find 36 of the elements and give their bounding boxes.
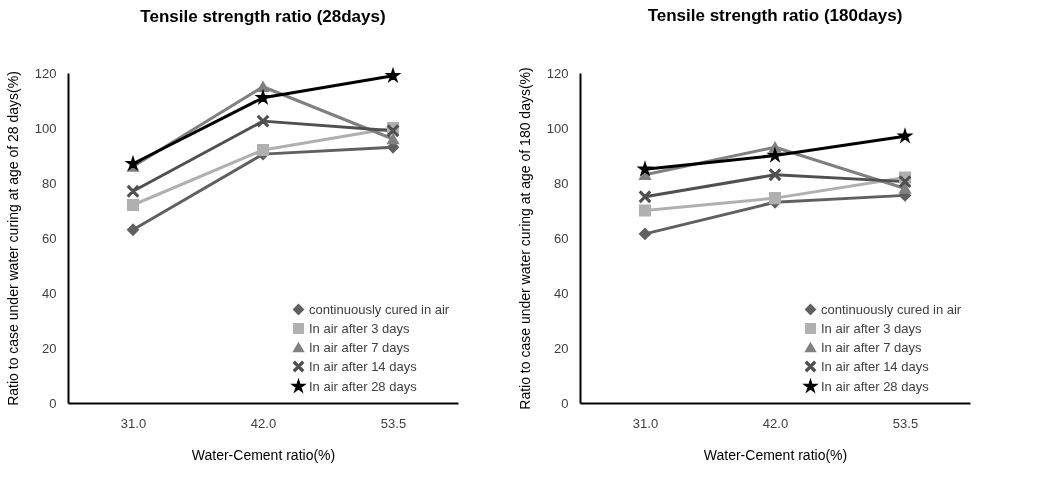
legend-label: In air after 28 days (309, 378, 418, 394)
y-tick-label: 60 (554, 230, 569, 246)
x-tick-label: 42.0 (250, 415, 277, 431)
y-tick-label: 20 (42, 340, 57, 356)
y-tick-label: 80 (42, 175, 57, 191)
y-tick-label: 100 (546, 120, 569, 136)
y-tick-label: 80 (554, 175, 569, 191)
y-tick-label: 120 (546, 65, 569, 81)
y-axis-title: Ratio to case under water curing at age of 28 days(%) (4, 71, 21, 406)
x-tick-label: 42.0 (762, 415, 789, 431)
chart-title: Tensile strength ratio (180days) (647, 5, 903, 25)
x-axis-title: Water-Cement ratio(%) (703, 446, 848, 463)
legend-label: continuously cured in air (309, 301, 450, 317)
legend-label: In air after 28 days (821, 378, 930, 394)
y-tick-label: 60 (42, 230, 57, 246)
chart-title: Tensile strength ratio (28days) (140, 7, 386, 27)
y-tick-label: 40 (554, 285, 569, 301)
y-tick-label: 0 (49, 395, 57, 411)
y-axis-title: Ratio to case under water curing at age of 180 days(%) (516, 67, 533, 410)
x-tick-label: 31.0 (632, 415, 659, 431)
x-tick-label: 53.5 (380, 415, 407, 431)
legend-label: In air after 14 days (821, 358, 930, 374)
legend-label: In air after 14 days (309, 358, 418, 374)
legend-label: continuously cured in air (821, 301, 962, 317)
y-tick-label: 20 (554, 340, 569, 356)
x-tick-label: 53.5 (892, 415, 919, 431)
y-tick-label: 40 (42, 285, 57, 301)
x-tick-label: 31.0 (120, 415, 147, 431)
legend-label: In air after 7 days (821, 339, 922, 355)
legend-label: In air after 7 days (309, 339, 410, 355)
y-tick-label: 100 (34, 120, 57, 136)
y-tick-label: 0 (561, 395, 569, 411)
y-tick-label: 120 (34, 65, 57, 81)
x-axis-title: Water-Cement ratio(%) (191, 446, 336, 463)
legend-label: In air after 3 days (309, 320, 410, 336)
legend-label: In air after 3 days (821, 320, 922, 336)
